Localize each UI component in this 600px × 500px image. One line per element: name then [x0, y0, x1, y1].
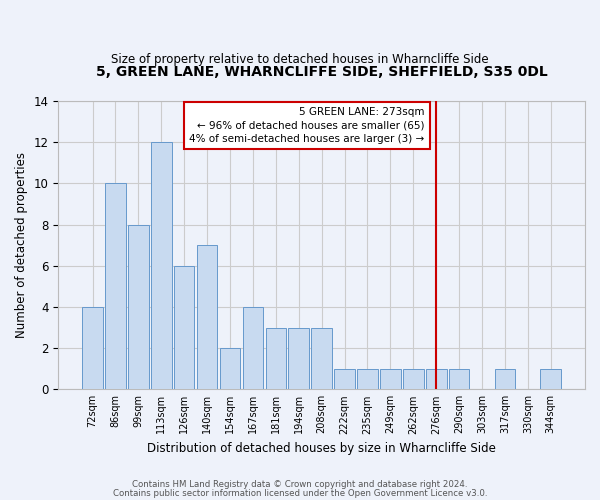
Bar [266, 328, 286, 390]
Bar [541, 368, 561, 390]
Bar [289, 328, 309, 390]
Bar [426, 368, 446, 390]
Y-axis label: Number of detached properties: Number of detached properties [15, 152, 28, 338]
Bar [334, 368, 355, 390]
Bar [197, 245, 217, 390]
Text: 5 GREEN LANE: 273sqm
← 96% of detached houses are smaller (65)
4% of semi-detach: 5 GREEN LANE: 273sqm ← 96% of detached h… [190, 107, 425, 144]
Bar [449, 368, 469, 390]
Bar [82, 307, 103, 390]
Bar [174, 266, 194, 390]
Bar [403, 368, 424, 390]
Bar [494, 368, 515, 390]
Bar [128, 224, 149, 390]
Bar [105, 184, 126, 390]
Bar [151, 142, 172, 390]
Bar [380, 368, 401, 390]
Bar [311, 328, 332, 390]
X-axis label: Distribution of detached houses by size in Wharncliffe Side: Distribution of detached houses by size … [147, 442, 496, 455]
Bar [242, 307, 263, 390]
Text: Size of property relative to detached houses in Wharncliffe Side: Size of property relative to detached ho… [111, 52, 489, 66]
Bar [357, 368, 378, 390]
Text: Contains public sector information licensed under the Open Government Licence v3: Contains public sector information licen… [113, 489, 487, 498]
Bar [220, 348, 241, 390]
Text: Contains HM Land Registry data © Crown copyright and database right 2024.: Contains HM Land Registry data © Crown c… [132, 480, 468, 489]
Title: 5, GREEN LANE, WHARNCLIFFE SIDE, SHEFFIELD, S35 0DL: 5, GREEN LANE, WHARNCLIFFE SIDE, SHEFFIE… [96, 65, 548, 79]
